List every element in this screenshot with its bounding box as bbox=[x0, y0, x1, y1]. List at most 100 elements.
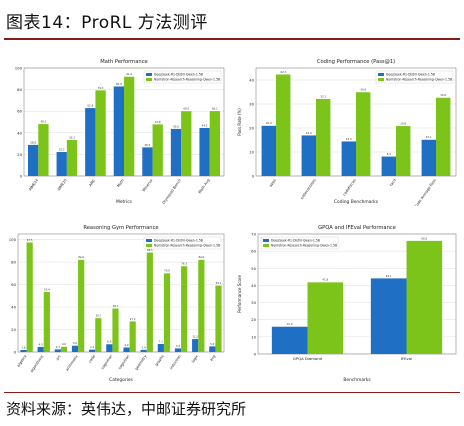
bar-value-label: 5.6 bbox=[73, 341, 77, 345]
x-tick-label: code bbox=[88, 354, 97, 364]
gpqa-ifeval-chart: GPQA and IFEval Performance 0 10 20 30 40 50 60… bbox=[236, 220, 462, 384]
bar bbox=[26, 242, 33, 352]
x-tick-label: algebra bbox=[16, 354, 27, 367]
x-tick-label: arc bbox=[55, 354, 61, 361]
bar-value-label: 44.5 bbox=[202, 123, 208, 127]
plot-frame bbox=[257, 233, 457, 355]
bar bbox=[95, 318, 102, 352]
x-tick-label: AIME25 bbox=[57, 178, 68, 191]
x-tick-label: avg bbox=[209, 354, 216, 362]
bar bbox=[56, 152, 67, 176]
y-tick-label: 20 bbox=[11, 327, 16, 332]
bar bbox=[20, 349, 27, 352]
bar bbox=[381, 156, 396, 176]
bar-value-label: 70.0 bbox=[164, 269, 170, 273]
y-tick-label: 100 bbox=[15, 66, 23, 71]
y-tick-label: 60 bbox=[11, 282, 16, 287]
bar-value-label: 6.9 bbox=[107, 340, 111, 344]
x-tick-label: apps bbox=[269, 178, 277, 187]
bar bbox=[106, 344, 113, 352]
y-tick-label: 30 bbox=[251, 300, 256, 305]
bar bbox=[38, 124, 49, 176]
x-tick-label: Minerva bbox=[142, 178, 154, 192]
y-tick-label: 30 bbox=[249, 102, 254, 107]
bar-value-label: 59.1 bbox=[216, 281, 222, 285]
plot-frame bbox=[17, 233, 225, 353]
bar-value-label: 91.9 bbox=[126, 72, 132, 76]
bar-value-label: 4.5 bbox=[39, 342, 43, 346]
y-tick-label: 60 bbox=[17, 109, 22, 114]
chart-title: Reasoning Gym Performance bbox=[83, 225, 158, 231]
legend-swatch bbox=[378, 73, 384, 76]
bar-value-label: 33.3 bbox=[69, 135, 75, 139]
bar bbox=[37, 346, 44, 352]
report-header: 图表14：ProRL 方法测评 bbox=[0, 0, 464, 40]
bar-value-label: 47.8 bbox=[155, 120, 161, 124]
bar-value-label: 28.8 bbox=[30, 140, 36, 144]
y-axis-label: Pass Rate (%) bbox=[237, 108, 242, 136]
bar-value-label: 32.1 bbox=[320, 94, 326, 98]
math-performance-chart: Math Performance 0 20 40 60 80 100 28.8 48.1 AIME… bbox=[4, 54, 230, 206]
y-tick-label: 0 bbox=[254, 352, 257, 357]
bar-value-label: 2.3 bbox=[56, 345, 60, 349]
x-tick-label: graphs bbox=[154, 354, 164, 367]
y-tick-label: 80 bbox=[17, 87, 22, 92]
bar-value-label: 20.8 bbox=[400, 121, 406, 125]
y-tick-label: 60 bbox=[251, 249, 256, 254]
bar bbox=[301, 135, 316, 176]
bar-value-label: 11.5 bbox=[192, 334, 198, 338]
bar-value-label: 38.7 bbox=[113, 304, 119, 308]
bar-value-label: 15.1 bbox=[426, 135, 432, 139]
legend-swatch bbox=[378, 78, 384, 81]
bar bbox=[199, 127, 210, 176]
legend-box bbox=[375, 70, 454, 84]
x-tick-label: IFEval bbox=[401, 356, 412, 361]
y-axis-label: Performance Score bbox=[237, 275, 242, 313]
y-tick-label: 50 bbox=[251, 266, 256, 271]
y-tick-label: 80 bbox=[11, 260, 16, 265]
x-tick-label: GPQA Diamond bbox=[293, 356, 323, 361]
bar bbox=[341, 141, 356, 176]
bar bbox=[146, 252, 153, 352]
coding-performance-chart: Coding Performance (Pass@1) 0 10 20 30 40 20.9… bbox=[236, 54, 462, 206]
bar bbox=[406, 240, 443, 354]
y-tick-label: 0 bbox=[252, 174, 255, 179]
legend-box bbox=[260, 236, 339, 250]
bar bbox=[163, 273, 171, 352]
legend-entry: DeepSeek-R1-Distill-Qwen-1.5B bbox=[154, 73, 203, 77]
x-tick-label: taco bbox=[389, 178, 397, 187]
bar-value-label: 22.2 bbox=[59, 147, 65, 151]
bar-value-label: 7.1 bbox=[159, 339, 163, 343]
x-tick-label: Math bbox=[116, 178, 124, 188]
bar bbox=[421, 139, 436, 176]
bar-value-label: 5.0 bbox=[210, 342, 214, 346]
y-tick-label: 20 bbox=[17, 152, 22, 157]
bar bbox=[113, 86, 124, 176]
bar-value-label: 3.2 bbox=[176, 344, 180, 348]
y-tick-label: 0 bbox=[14, 350, 17, 355]
bar-value-label: 76.3 bbox=[181, 262, 187, 266]
x-tick-label: AIME24 bbox=[28, 178, 39, 192]
legend-entry: Nemotron-Research-Reasoning-Qwen-1.5B bbox=[386, 78, 452, 82]
legend-swatch bbox=[263, 244, 269, 247]
bar bbox=[71, 345, 79, 352]
x-axis-label: Metrics bbox=[116, 199, 133, 205]
bar-value-label: 44.1 bbox=[386, 274, 392, 278]
bar-value-label: 26.5 bbox=[145, 143, 151, 147]
x-axis-label: Categories bbox=[109, 377, 133, 383]
legend-entry: DeepSeek-R1-Distill-Qwen-1.5B bbox=[271, 239, 320, 243]
bar bbox=[316, 98, 331, 176]
bar bbox=[276, 74, 291, 176]
legend-entry: Nemotron-Research-Reasoning-Qwen-1.5B bbox=[154, 78, 220, 82]
chart-title: Math Performance bbox=[100, 59, 148, 65]
bar-value-label: 60.0 bbox=[183, 107, 189, 111]
bar bbox=[271, 326, 308, 354]
bar bbox=[129, 321, 136, 352]
bar-value-label: 4.0 bbox=[124, 343, 128, 347]
bar-value-label: 82.9 bbox=[116, 82, 122, 86]
bar bbox=[356, 92, 371, 176]
bar bbox=[215, 285, 222, 352]
bar-value-label: 48.1 bbox=[41, 119, 47, 123]
bar-value-label: 60.1 bbox=[212, 106, 218, 110]
bar bbox=[157, 344, 164, 352]
